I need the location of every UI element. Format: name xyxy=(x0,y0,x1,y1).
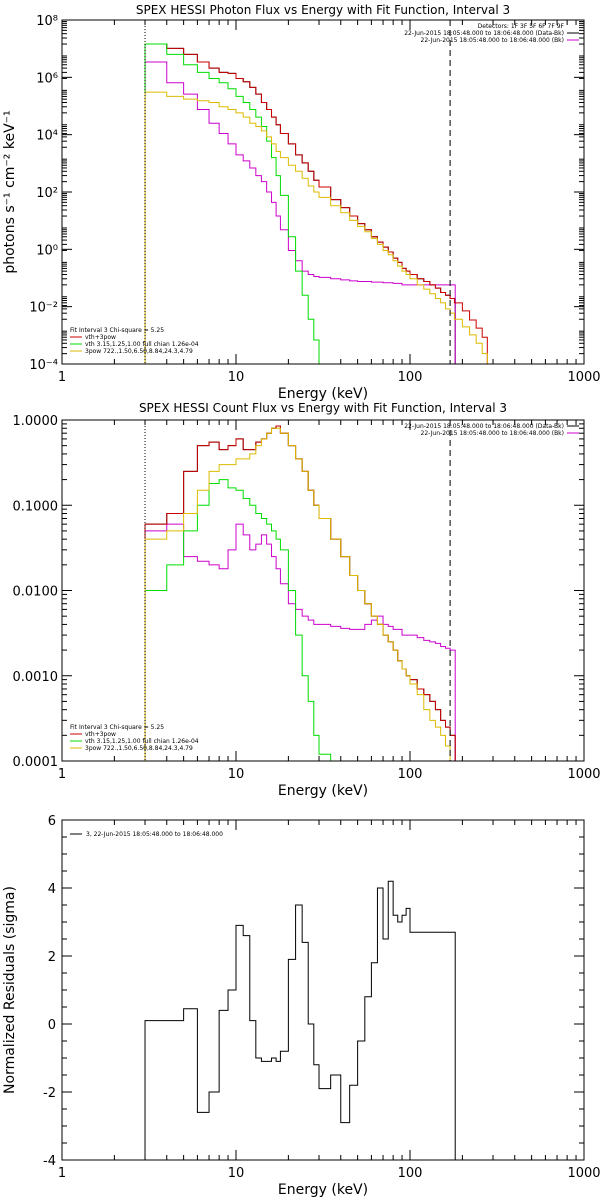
x-tick-label: 10 xyxy=(228,1166,245,1181)
chart-title: SPEX HESSI Photon Flux vs Energy with Fi… xyxy=(136,3,510,17)
y-tick-label: 0.1000 xyxy=(13,499,59,514)
plot-frame xyxy=(61,819,585,1161)
y-tick-label: 0.0010 xyxy=(13,670,59,685)
y-tick-label: 10⁻² xyxy=(29,301,58,316)
plot-frame xyxy=(61,19,585,365)
x-tick-label: 1000 xyxy=(567,1166,600,1181)
series-line-4 xyxy=(144,91,488,364)
y-tick-label: -2 xyxy=(43,1086,56,1101)
series-line-3 xyxy=(144,43,325,364)
series-line-3 xyxy=(144,479,336,761)
legend-entry-top: 22-Jun-2015 18:05:48.000 to 18:06:48.000… xyxy=(421,37,564,44)
legend-entry-residual: 3, 22-Jun-2015 18:05:48.000 to 18:06:48.… xyxy=(86,831,223,838)
series-line-0 xyxy=(144,880,456,1160)
y-tick-label: 0.0100 xyxy=(13,585,59,600)
count-flux-panel: SPEX HESSI Count Flux vs Energy with Fit… xyxy=(13,401,600,799)
y-tick-label: 10⁴ xyxy=(36,129,58,144)
series-line-4 xyxy=(144,427,456,761)
y-tick-label: 1.0000 xyxy=(13,414,59,429)
legend-entry-bottom: vth 3.15,1.25,1.00 full chian 1.26e-04 xyxy=(85,341,199,348)
y-tick-label: 10⁰ xyxy=(36,243,58,258)
series-group xyxy=(144,43,488,364)
plot-frame xyxy=(61,419,585,762)
series-line-0 xyxy=(144,43,456,364)
series-group xyxy=(144,425,456,761)
series-line-2 xyxy=(144,425,456,761)
legend-entry-top: 22-Jun-2015 18:05:48.000 to 18:06:48.000… xyxy=(404,30,564,37)
legend-entry-top: 22-Jun-2015 18:05:48.000 to 18:06:48.000… xyxy=(421,430,564,437)
x-tick-label: 1 xyxy=(58,370,66,385)
y-axis-label: photons s⁻¹ cm⁻² keV⁻¹ xyxy=(2,110,18,273)
y-tick-label: 2 xyxy=(48,950,56,965)
x-axis-label: Energy (keV) xyxy=(278,783,368,799)
legend-entry-top: 22-Jun-2015 18:05:48.000 to 18:06:48.000… xyxy=(404,423,564,430)
series-line-2 xyxy=(144,43,488,364)
x-tick-label: 100 xyxy=(398,1166,423,1181)
x-tick-label: 1000 xyxy=(567,370,600,385)
chart-title: SPEX HESSI Count Flux vs Energy with Fit… xyxy=(139,401,507,415)
x-axis-label: Energy (keV) xyxy=(278,1182,368,1198)
x-tick-label: 1 xyxy=(58,1166,66,1181)
y-tick-label: 0 xyxy=(48,1018,56,1033)
y-tick-label: -4 xyxy=(43,1154,56,1169)
legend-entry-bottom: Fit Interval 3 Chi-square = 5.25 xyxy=(70,327,164,334)
x-tick-label: 1 xyxy=(58,767,66,782)
series-line-1 xyxy=(144,523,456,761)
y-tick-label: 0.0001 xyxy=(13,755,59,770)
x-tick-label: 100 xyxy=(398,767,423,782)
legend-entry-top: Detectors: 1F 3F 5F 6F 7F 9F xyxy=(478,23,565,30)
x-axis-label: Energy (keV) xyxy=(278,386,368,402)
legend-entry-bottom: vth+3pow xyxy=(85,334,116,341)
y-tick-label: 6 xyxy=(48,814,56,829)
y-tick-label: 10⁸ xyxy=(36,14,58,29)
legend-entry-bottom: vth 3.15,1.25,1.00 full chian 1.26e-04 xyxy=(85,738,199,745)
y-tick-label: 4 xyxy=(48,882,56,897)
y-tick-label: 10² xyxy=(36,186,58,201)
legend-entry-bottom: vth+3pow xyxy=(85,731,116,738)
y-tick-label: 10⁻⁴ xyxy=(29,358,58,373)
x-tick-label: 10 xyxy=(228,767,245,782)
legend-entry-bottom: Fit Interval 3 Chi-square = 5.25 xyxy=(70,724,164,731)
x-tick-label: 100 xyxy=(398,370,423,385)
legend-entry-bottom: 3pow 722.,1.50,6.50,8.84,24.3,4.79 xyxy=(85,745,193,752)
y-axis-label: Normalized Residuals (sigma) xyxy=(2,886,18,1094)
legend-entry-bottom: 3pow 722.,1.50,6.50,8.84,24.3,4.79 xyxy=(85,348,193,355)
x-tick-label: 1000 xyxy=(567,767,600,782)
series-line-1 xyxy=(144,61,456,364)
photon-flux-panel: SPEX HESSI Photon Flux vs Energy with Fi… xyxy=(2,3,600,402)
x-tick-label: 10 xyxy=(228,370,245,385)
residuals-panel: 1 10 100 1000 Energy (keV) -4 -2 0 2 4 6 Normalized… xyxy=(2,814,600,1198)
series-group xyxy=(144,880,456,1160)
series-line-0 xyxy=(144,425,456,761)
y-tick-label: 10⁶ xyxy=(36,71,58,86)
